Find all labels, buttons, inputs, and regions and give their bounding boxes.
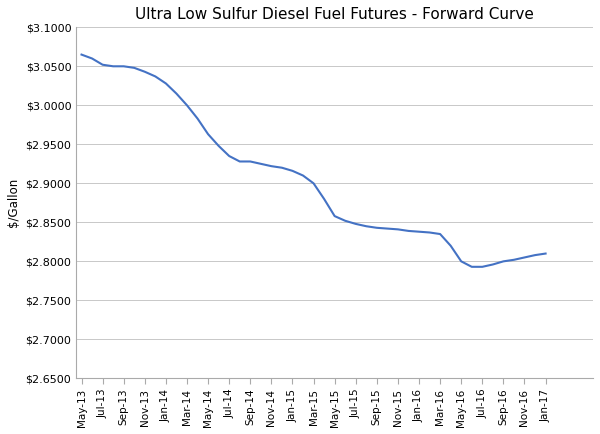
Title: Ultra Low Sulfur Diesel Fuel Futures - Forward Curve: Ultra Low Sulfur Diesel Fuel Futures - F… bbox=[135, 7, 534, 22]
Y-axis label: $/Gallon: $/Gallon bbox=[7, 178, 20, 227]
